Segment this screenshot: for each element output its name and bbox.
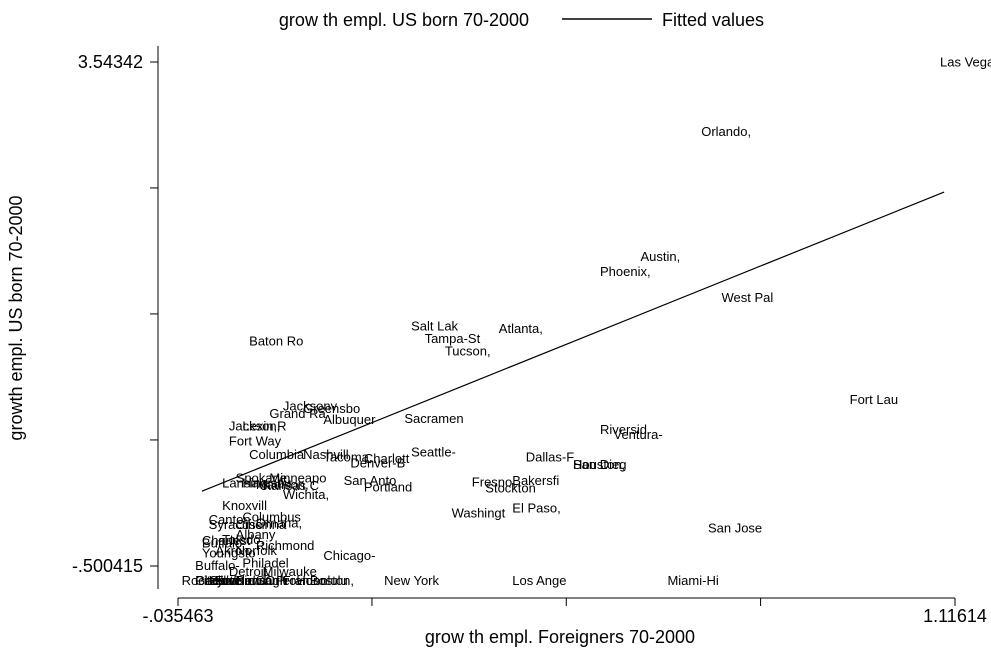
x-tick-label-max: 1.11614 — [923, 606, 987, 626]
point-label: Seattle- — [411, 445, 456, 460]
point-label: Minneapo — [269, 471, 326, 486]
point-label: Boston, — [310, 573, 354, 588]
point-label: Buffalo- — [195, 558, 240, 573]
point-label: Birmingh — [236, 573, 287, 588]
point-label: Spokane, — [236, 471, 291, 486]
point-label: Nashvill — [303, 447, 349, 462]
point-label: Providen — [276, 573, 327, 588]
point-label: Dallas-F — [526, 450, 574, 465]
point-label: Phoenix, — [600, 264, 651, 279]
point-label: Ventura- — [614, 427, 663, 442]
point-label: Orlando, — [701, 124, 751, 139]
point-label: Stockton — [485, 481, 536, 496]
point-label: Fresno, — [472, 474, 516, 489]
y-axis-title: growth empl. US born 70-2000 — [6, 195, 26, 440]
point-label: Milwauke — [263, 564, 317, 579]
point-label: Knoxvill — [222, 498, 267, 513]
point-label: Madison, — [256, 477, 309, 492]
point-label: Richmond — [256, 538, 315, 553]
x-ticks — [177, 598, 956, 606]
y-tick-label-max: 3.54342 — [78, 52, 143, 72]
point-label: Columbus — [242, 509, 301, 524]
point-label: Harrisbu — [242, 476, 291, 491]
point-label: Charlott — [364, 451, 410, 466]
point-label: Bakersfi — [512, 473, 559, 488]
point-label: Atlanta, — [499, 321, 543, 336]
point-label: Syracuse — [209, 517, 263, 532]
point-label: Houston, — [573, 457, 625, 472]
point-label: Albany — [236, 527, 276, 542]
point-label: New York — [384, 573, 439, 588]
point-label: Tampa-St — [425, 331, 481, 346]
y-ticks — [150, 61, 158, 567]
point-label: San Anto — [344, 473, 397, 488]
x-tick-label-min: -.035463 — [142, 606, 213, 626]
point-label: Baton Ro — [249, 334, 303, 349]
fitted-values-line — [201, 191, 945, 492]
point-label: Charlest — [202, 533, 251, 548]
point-label: Riversid — [600, 422, 647, 437]
point-label: Honolulu — [296, 573, 347, 588]
point-label: Buffalo — [202, 536, 242, 551]
point-label: Salt Lak — [411, 319, 458, 334]
point-label: Lexin,R — [242, 418, 286, 433]
point-label: El Paso, — [512, 501, 560, 516]
point-label: Grand Ra — [269, 406, 326, 421]
point-label: Albuquer — [323, 412, 376, 427]
point-label: Kansas C — [263, 478, 319, 493]
point-label: Tacoma, — [323, 450, 372, 465]
point-label: Washingt — [452, 506, 506, 521]
point-label: Greensbo — [303, 401, 360, 416]
point-label: Akron — [215, 543, 249, 558]
point-label: Hartford — [209, 573, 256, 588]
point-label: Tucson, — [445, 344, 491, 359]
point-label: San Dieg — [573, 457, 626, 472]
point-label: Austin, — [640, 249, 680, 264]
point-label: Rochester — [182, 573, 242, 588]
point-label: Columbia — [249, 447, 305, 462]
point-label: Toledo, — [222, 532, 264, 547]
x-axis-title: grow th empl. Foreigners 70-2000 — [425, 627, 695, 647]
point-label: Lansing, — [222, 476, 271, 491]
legend-label-fitted: Fitted values — [662, 10, 764, 30]
data-points: Las Vega Orlando, Austin,Phoenix, West Pal S… — [182, 54, 991, 588]
point-label: Canton — [209, 512, 251, 527]
point-label: Chicago- — [323, 548, 375, 563]
point-label: Pittsbur — [195, 573, 240, 588]
point-label: Philadel — [242, 555, 288, 570]
point-label: Fort Lau — [850, 392, 898, 407]
point-label: Cleveland — [209, 573, 267, 588]
point-label: Gary — [195, 573, 224, 588]
point-label: San Fran — [256, 573, 309, 588]
point-label: West Pal — [721, 290, 773, 305]
point-label: Cincinna — [236, 517, 287, 532]
point-label: Omaha, — [256, 516, 302, 531]
point-label: Youngsto — [202, 545, 256, 560]
point-label: Miami-Hi — [667, 573, 718, 588]
point-label: Norfolk — [236, 543, 278, 558]
point-label: San Jose — [708, 521, 762, 536]
legend-label-series: grow th empl. US born 70-2000 — [279, 10, 529, 30]
point-label: Jacksonv — [283, 398, 338, 413]
point-label: New Orle — [236, 573, 290, 588]
point-label: Las Vega — [940, 54, 991, 69]
point-label: Sacramen — [404, 411, 463, 426]
point-label: Denver-B — [350, 456, 405, 471]
point-label: Flint — [215, 573, 240, 588]
point-label: Portland — [364, 479, 412, 494]
point-label: Wichita, — [283, 487, 329, 502]
y-tick-label-min: -.500415 — [72, 556, 143, 576]
point-label: Fort Way — [229, 433, 282, 448]
point-label: Los Ange — [512, 573, 566, 588]
point-label: Detroit, — [229, 564, 271, 579]
point-label: Jackson, — [229, 418, 280, 433]
